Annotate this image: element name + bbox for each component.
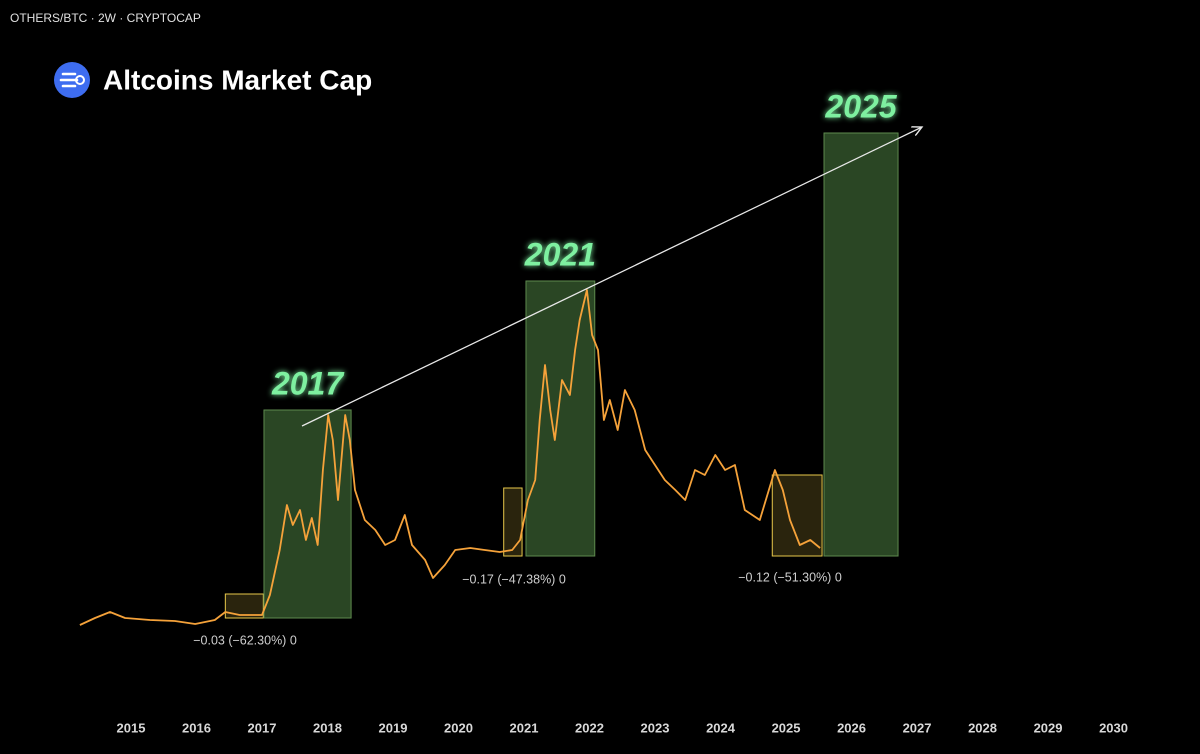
cycle-label: 2025 <box>824 88 897 124</box>
price-line <box>79 289 821 626</box>
x-tick-label: 2017 <box>248 720 277 735</box>
x-tick-label: 2029 <box>1034 720 1063 735</box>
x-tick-label: 2016 <box>182 720 211 735</box>
boxes <box>224 132 899 619</box>
x-tick-label: 2015 <box>117 720 146 735</box>
x-tick-label: 2021 <box>510 720 539 735</box>
plot <box>79 289 821 626</box>
chart-header: OTHERS/BTC · 2W · CRYPTOCAP <box>10 11 201 25</box>
cycle-box <box>263 409 352 619</box>
cycle-box <box>823 132 899 557</box>
x-tick-label: 2030 <box>1099 720 1128 735</box>
cycle-label: 2017 <box>271 365 345 401</box>
x-tick-label: 2025 <box>772 720 801 735</box>
cycle-label: 2021 <box>524 236 596 272</box>
annotation: −0.17 (−47.38%) 0 <box>462 572 566 586</box>
x-tick-label: 2019 <box>379 720 408 735</box>
x-tick-label: 2028 <box>968 720 997 735</box>
x-tick-label: 2026 <box>837 720 866 735</box>
x-tick-label: 2020 <box>444 720 473 735</box>
range-box <box>503 487 523 557</box>
chart-title: Altcoins Market Cap <box>103 64 372 95</box>
annotation: −0.03 (−62.30%) 0 <box>193 633 297 647</box>
x-tick-label: 2024 <box>706 720 736 735</box>
cycle-box <box>525 280 596 557</box>
annotation: −0.12 (−51.30%) 0 <box>738 570 842 584</box>
logo <box>54 62 90 98</box>
x-tick-label: 2022 <box>575 720 604 735</box>
x-tick-label: 2023 <box>641 720 670 735</box>
trend-arrow <box>301 127 922 427</box>
x-tick-label: 2027 <box>903 720 932 735</box>
x-tick-label: 2018 <box>313 720 342 735</box>
